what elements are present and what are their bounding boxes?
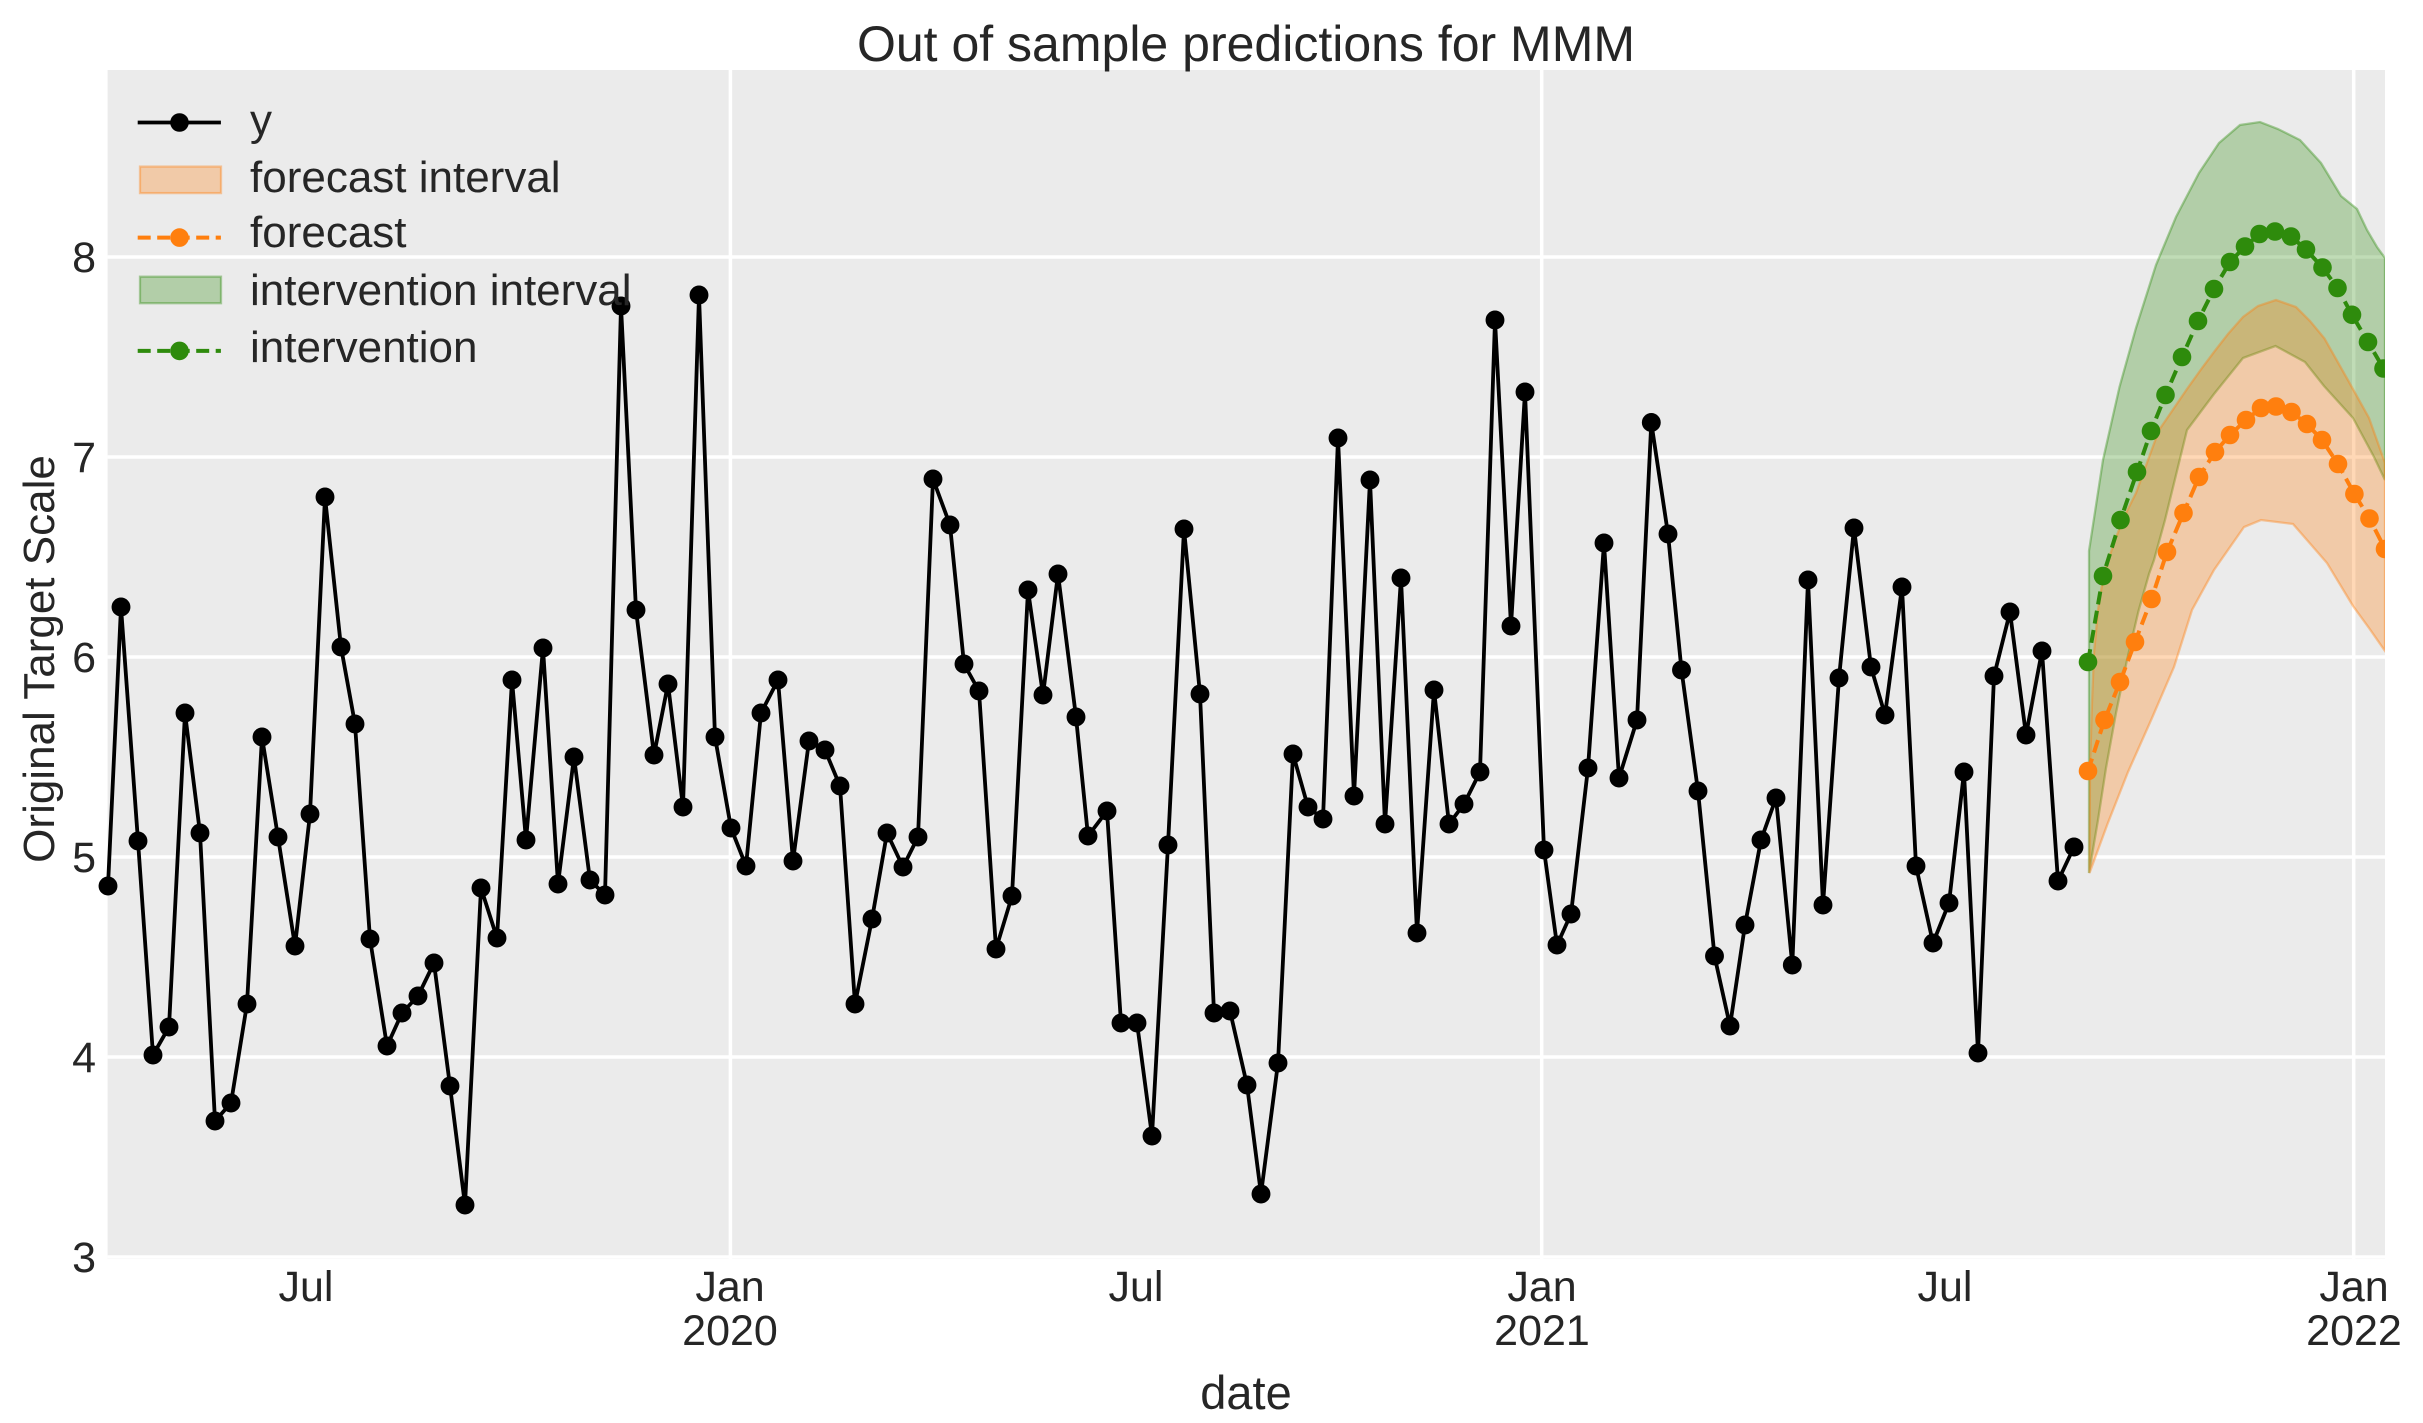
svg-text:Jul: Jul [1109, 1263, 1164, 1311]
svg-text:Jul: Jul [1918, 1263, 1973, 1311]
svg-text:intervention interval: intervention interval [250, 266, 632, 315]
svg-text:date: date [1200, 1366, 1291, 1419]
svg-text:3: 3 [72, 1234, 96, 1282]
svg-text:Jan: Jan [695, 1263, 764, 1311]
svg-text:7: 7 [72, 434, 96, 482]
svg-text:2021: 2021 [1494, 1307, 1590, 1355]
svg-text:Original Target Scale: Original Target Scale [15, 455, 64, 863]
svg-text:4: 4 [72, 1034, 96, 1082]
svg-text:forecast interval: forecast interval [250, 153, 561, 202]
svg-text:2022: 2022 [2306, 1307, 2402, 1355]
svg-text:Jan: Jan [2319, 1263, 2388, 1311]
svg-text:2020: 2020 [682, 1307, 778, 1355]
svg-text:5: 5 [72, 834, 96, 882]
svg-text:6: 6 [72, 634, 96, 682]
svg-text:y: y [250, 96, 272, 145]
svg-text:Jan: Jan [1507, 1263, 1576, 1311]
svg-text:Out of sample predictions for: Out of sample predictions for MMM [857, 16, 1635, 72]
svg-text:intervention: intervention [250, 323, 477, 372]
svg-text:Jul: Jul [279, 1263, 334, 1311]
svg-text:forecast: forecast [250, 208, 407, 257]
svg-text:8: 8 [72, 234, 96, 282]
